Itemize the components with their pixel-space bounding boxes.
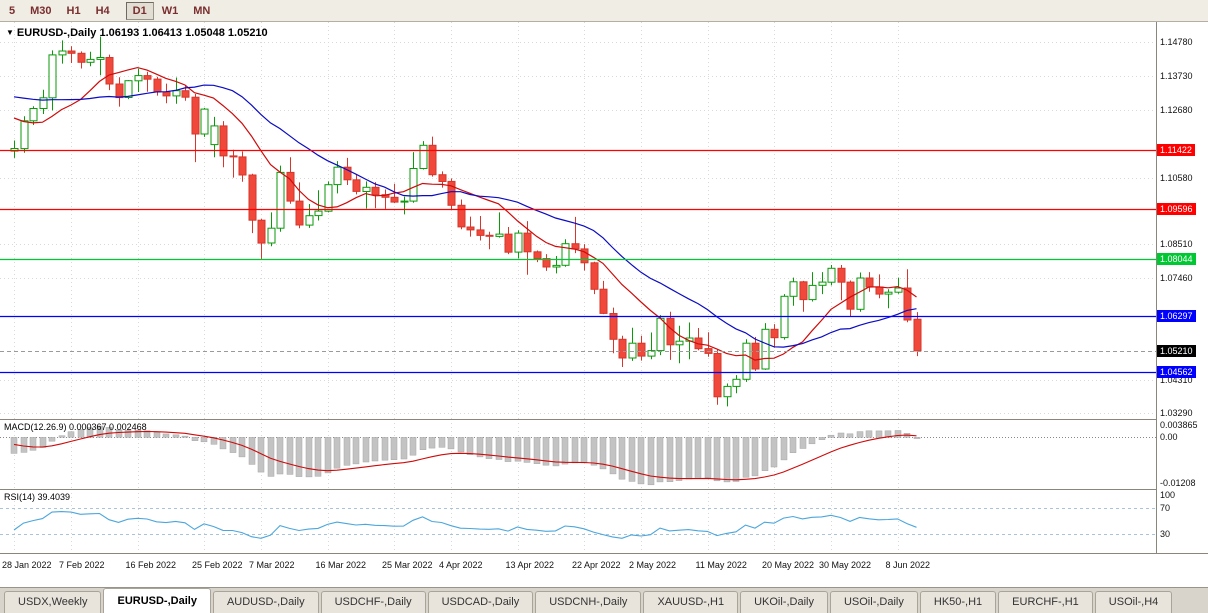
chart-tab-usdcnh-daily[interactable]: USDCNH-,Daily (535, 591, 642, 613)
pane-separator[interactable] (0, 489, 1208, 490)
date-axis-label: 25 Mar 2022 (382, 560, 433, 570)
timeframe-button-w1[interactable]: W1 (161, 4, 179, 17)
date-axis-label: 4 Apr 2022 (439, 560, 483, 570)
date-axis-label: 8 Jun 2022 (885, 560, 931, 570)
timeframe-button-h1[interactable]: H1 (66, 4, 81, 17)
chart-tab-usoil-h4[interactable]: USOil-,H4 (1094, 591, 1173, 613)
rsi-axis-label: 70 (1160, 503, 1171, 514)
timeframe-button-d1[interactable]: D1 (125, 1, 154, 20)
price-level-tag: 1.09596 (1157, 203, 1196, 216)
macd-axis-label: 0.003865 (1160, 420, 1198, 430)
date-axis-label: 20 May 2022 (762, 560, 815, 570)
chart-tab-usdx-weekly[interactable]: USDX,Weekly (4, 591, 102, 613)
price-axis-label: 1.13730 (1160, 70, 1193, 81)
macd-indicator-pane[interactable] (0, 419, 1156, 489)
chart-symbol-label: EURUSD-,Daily (16, 27, 97, 39)
chart-tab-hk50-h1[interactable]: HK50-,H1 (919, 591, 997, 613)
macd-axis-label: -0.01208 (1160, 478, 1196, 488)
chart-tab-usdchf-daily[interactable]: USDCHF-,Daily (320, 591, 426, 613)
chart-title: ▼ EURUSD-,Daily 1.06193 1.06413 1.05048 1… (6, 27, 268, 39)
chart-tab-audusd-daily[interactable]: AUDUSD-,Daily (212, 591, 319, 613)
time-axis (0, 553, 1208, 587)
price-axis-label: 1.08510 (1160, 239, 1193, 250)
price-level-tag: 1.04562 (1157, 365, 1196, 378)
date-axis-label: 25 Feb 2022 (192, 560, 243, 570)
date-axis-label: 13 Apr 2022 (505, 560, 555, 570)
chart-tab-usoil-daily[interactable]: USOil-,Daily (829, 591, 918, 613)
price-axis-label: 1.12680 (1160, 104, 1193, 115)
timeframe-button-m30[interactable]: M30 (30, 4, 52, 17)
timeframe-button-mn[interactable]: MN (193, 4, 211, 17)
chart-ohlc-values: 1.06193 1.06413 1.05048 1.05210 (99, 27, 268, 39)
chart-tab-ukoil-daily[interactable]: UKOil-,Daily (740, 591, 828, 613)
timeframe-button-h4[interactable]: H4 (95, 4, 110, 17)
price-axis (1156, 22, 1208, 553)
date-axis-label: 22 Apr 2022 (572, 560, 621, 570)
chart-dropdown-icon[interactable]: ▼ (6, 28, 14, 37)
chart-tab-xauusd-h1[interactable]: XAUUSD-,H1 (643, 591, 739, 613)
price-level-tag: 1.06297 (1157, 309, 1196, 322)
date-axis-label: 7 Feb 2022 (59, 560, 105, 570)
timeframe-toolbar: 5 M30 H1 H4 D1 W1 MN (0, 0, 1208, 22)
date-axis-label: 16 Mar 2022 (315, 560, 367, 570)
price-axis-label: 1.03290 (1160, 407, 1193, 418)
chart-tab-usdcad-daily[interactable]: USDCAD-,Daily (427, 591, 534, 613)
chart-tab-eurchf-h1[interactable]: EURCHF-,H1 (998, 591, 1093, 613)
price-axis-label: 1.14780 (1160, 37, 1193, 47)
rsi-axis-label: 30 (1160, 528, 1171, 539)
timeframe-button-5[interactable]: 5 (9, 4, 16, 17)
price-axis-label: 1.07460 (1160, 273, 1193, 284)
price-level-tag: 1.11422 (1157, 144, 1195, 157)
date-axis-label: 16 Feb 2022 (125, 560, 177, 570)
price-level-tag: 1.08044 (1157, 253, 1196, 266)
date-axis-label: 11 May 2022 (695, 560, 747, 570)
date-axis-label: 7 Mar 2022 (249, 560, 295, 570)
rsi-axis-label: 100 (1160, 490, 1176, 500)
chart-tab-bar: USDX,Weekly EURUSD-,Daily AUDUSD-,Daily USD… (0, 587, 1208, 613)
rsi-indicator-label: RSI(14) 39.4039 (4, 492, 71, 502)
chart-tab-eurusd-daily[interactable]: EURUSD-,Daily (103, 588, 211, 613)
date-axis-label: 2 May 2022 (629, 560, 677, 570)
pane-separator[interactable] (0, 419, 1208, 420)
price-axis-label: 1.10580 (1160, 172, 1193, 183)
date-axis-label: 30 May 2022 (819, 560, 872, 570)
macd-indicator-label: MACD(12.26.9) 0.000367 0.002468 (4, 422, 147, 432)
date-axis-label: 28 Jan 2022 (2, 560, 52, 570)
macd-axis-label: 0.00 (1160, 432, 1178, 443)
price-axis-label: 1.04310 (1160, 374, 1193, 385)
price-chart-pane[interactable] (0, 22, 1156, 419)
rsi-indicator-pane[interactable] (0, 489, 1156, 553)
current-price-tag: 1.05210 (1157, 344, 1196, 357)
